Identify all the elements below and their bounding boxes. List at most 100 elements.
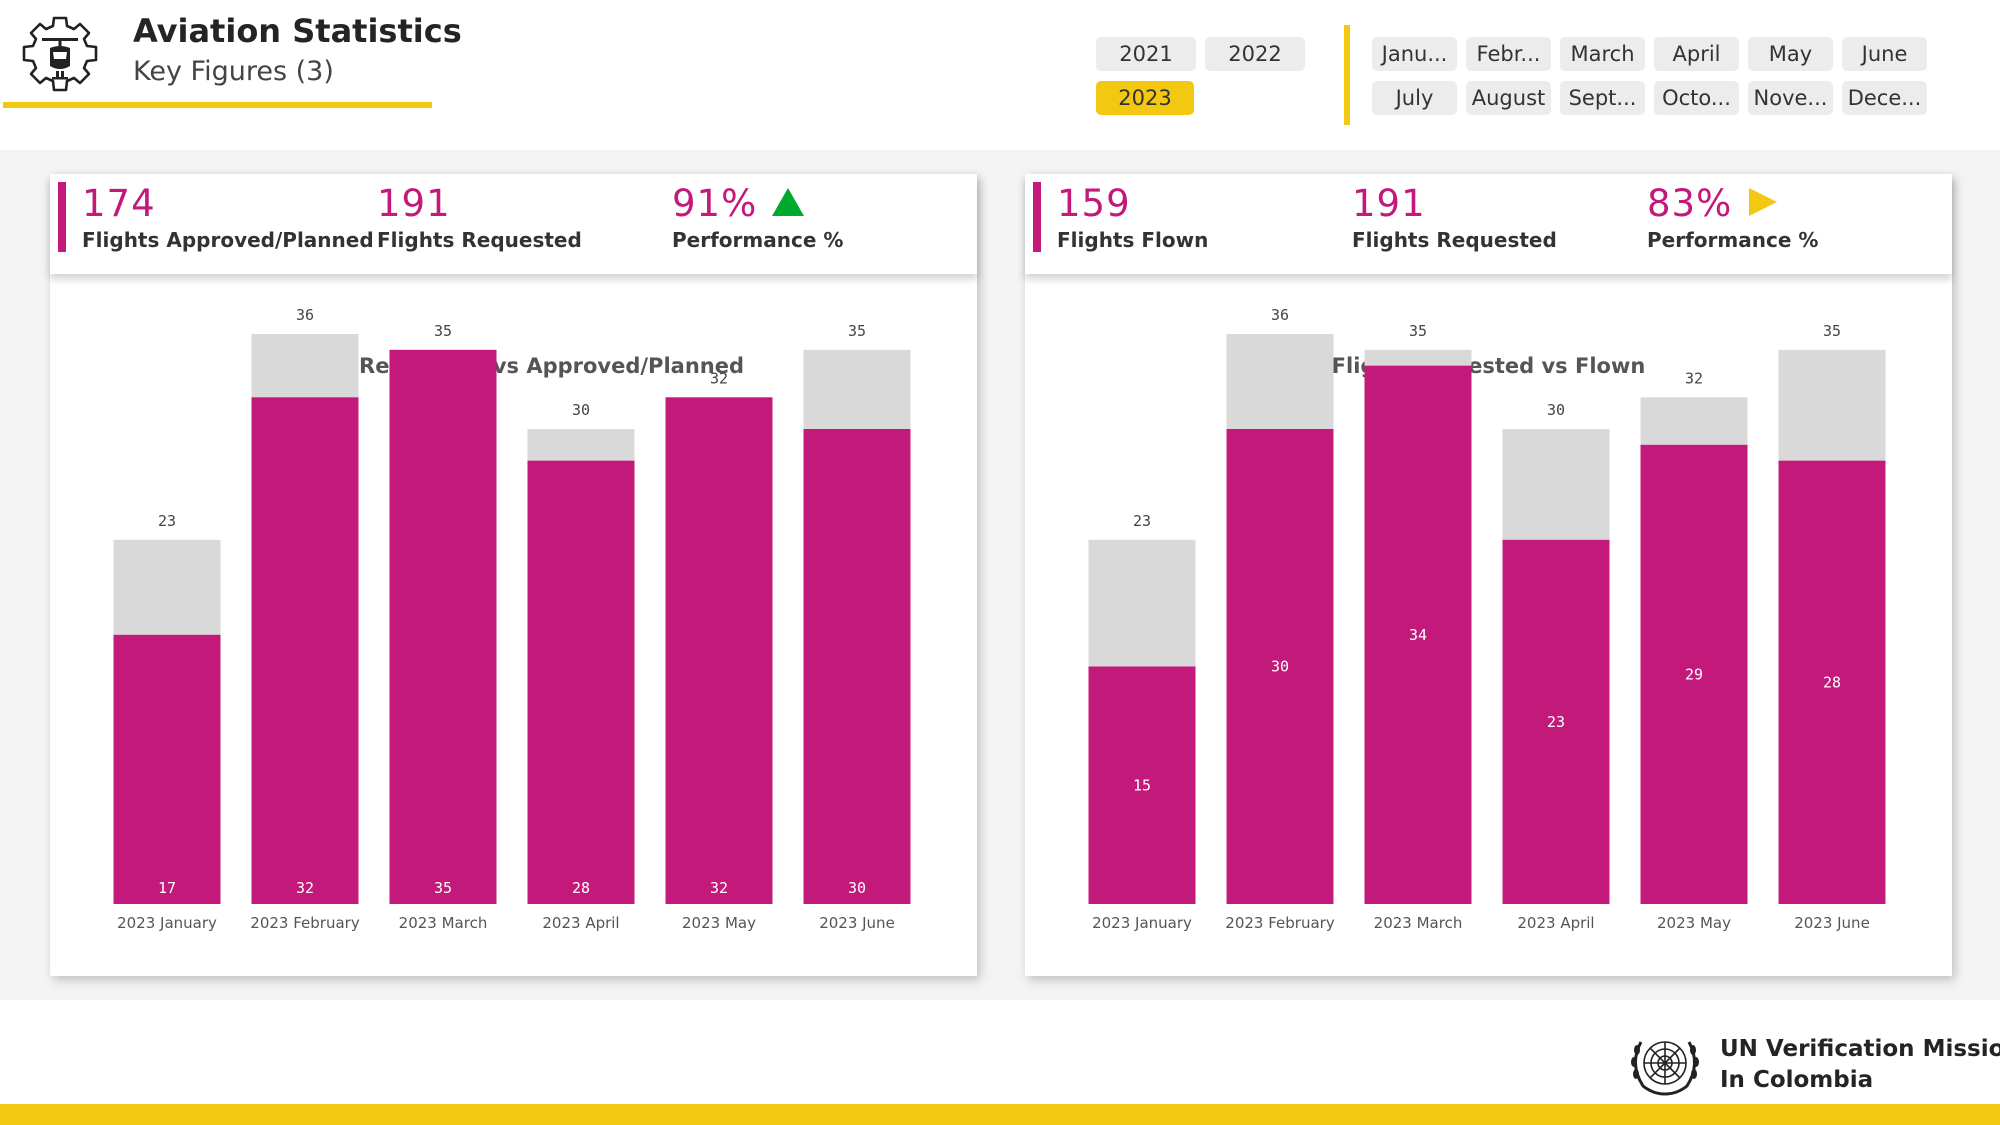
data-label-flown: 30: [1271, 658, 1289, 676]
x-tick-label: 2023 April: [542, 914, 619, 932]
kpi-label: Performance %: [672, 228, 844, 252]
year-option-2022[interactable]: 2022: [1205, 37, 1305, 71]
year-option-2023[interactable]: 2023: [1096, 81, 1194, 115]
data-label-approved: 17: [158, 879, 176, 897]
month-option-april[interactable]: April: [1654, 37, 1739, 71]
title-underline: [3, 102, 432, 108]
year-option-2021[interactable]: 2021: [1096, 37, 1196, 71]
month-option-november[interactable]: Nove...: [1748, 81, 1833, 115]
x-tick-label: 2023 February: [250, 914, 360, 932]
kpi-accent: [58, 182, 66, 252]
x-tick-label: 2023 June: [1794, 914, 1870, 932]
month-option-january[interactable]: Janu...: [1372, 37, 1457, 71]
bar-flown: [1502, 539, 1610, 904]
footer-bar: [0, 1104, 2000, 1125]
slicer-divider: [1344, 25, 1350, 125]
x-tick-label: 2023 April: [1517, 914, 1594, 932]
x-tick-label: 2023 May: [1657, 914, 1731, 932]
panel-approved: 174 Flights Approved/Planned 191 Flights…: [50, 174, 977, 976]
data-label-requested: 35: [848, 322, 866, 340]
x-tick-label: 2023 June: [819, 914, 895, 932]
kpi-band: 174 Flights Approved/Planned 191 Flights…: [50, 174, 977, 274]
data-label-flown: 23: [1547, 713, 1565, 731]
data-label-approved: 35: [434, 879, 452, 897]
panel-flown: 159 Flights Flown 191 Flights Requested …: [1025, 174, 1952, 976]
org-name-line1: UN Verification Mission: [1720, 1036, 2000, 1062]
data-label-flown: 28: [1823, 673, 1841, 691]
data-label-flown: 34: [1409, 626, 1427, 644]
org-name-line2: In Colombia: [1720, 1067, 1874, 1093]
data-label-approved: 32: [296, 879, 314, 897]
month-option-may[interactable]: May: [1748, 37, 1833, 71]
right-triangle-icon: [1749, 188, 1777, 216]
bar-flown: [1364, 365, 1472, 905]
data-label-approved: 30: [848, 879, 866, 897]
data-label-requested: 36: [296, 306, 314, 324]
month-option-december[interactable]: Dece...: [1842, 81, 1927, 115]
month-option-june[interactable]: June: [1842, 37, 1927, 71]
x-tick-label: 2023 February: [1225, 914, 1335, 932]
data-label-flown: 29: [1685, 665, 1703, 683]
x-tick-label: 2023 May: [682, 914, 756, 932]
data-label-requested: 35: [434, 322, 452, 340]
x-tick-label: 2023 March: [399, 914, 488, 932]
data-label-requested: 35: [1409, 322, 1427, 340]
data-label-approved: 32: [710, 879, 728, 897]
bar-approved: [803, 429, 911, 904]
page-title: Aviation Statistics: [133, 12, 462, 50]
kpi-value: 174: [82, 182, 156, 225]
bar-flown: [1226, 429, 1334, 904]
kpi-approved: 174 Flights Approved/Planned: [82, 182, 374, 252]
data-label-requested: 30: [572, 401, 590, 419]
month-option-september[interactable]: Sept...: [1560, 81, 1645, 115]
bar-approved: [389, 349, 497, 904]
kpi-accent: [1033, 182, 1041, 252]
data-label-requested: 23: [1133, 512, 1151, 530]
kpi-performance: 83% Performance %: [1647, 182, 1818, 252]
bar-approved: [665, 397, 773, 904]
x-tick-label: 2023 March: [1374, 914, 1463, 932]
data-label-requested: 32: [710, 369, 728, 387]
x-tick-label: 2023 January: [1092, 914, 1192, 932]
month-option-july[interactable]: July: [1372, 81, 1457, 115]
kpi-performance: 91% Performance %: [672, 182, 843, 252]
kpi-value: 159: [1057, 182, 1131, 225]
chart-requested-vs-approved: Flight Requested vs Approved/Planned 23 17…: [113, 306, 911, 932]
kpi-requested: 191 Flights Requested: [1352, 182, 1557, 252]
kpi-requested: 191 Flights Requested: [377, 182, 582, 252]
helicopter-gear-icon: [22, 16, 98, 92]
bar-approved: [113, 634, 221, 904]
month-option-february[interactable]: Febr...: [1466, 37, 1551, 71]
kpi-value: 191: [377, 182, 451, 225]
kpi-label: Flights Flown: [1057, 228, 1209, 252]
kpi-value: 91%: [672, 182, 758, 225]
kpi-label: Flights Requested: [377, 228, 582, 252]
month-option-march[interactable]: March: [1560, 37, 1645, 71]
bar-flown: [1640, 444, 1748, 904]
up-triangle-icon: [772, 188, 804, 216]
month-option-august[interactable]: August: [1466, 81, 1551, 115]
kpi-flown: 159 Flights Flown: [1057, 182, 1208, 252]
data-label-requested: 30: [1547, 401, 1565, 419]
kpi-label: Flights Approved/Planned: [82, 228, 374, 252]
kpi-value: 191: [1352, 182, 1426, 225]
kpi-label: Flights Requested: [1352, 228, 1557, 252]
month-option-october[interactable]: Octo...: [1654, 81, 1739, 115]
data-label-requested: 32: [1685, 369, 1703, 387]
data-label-requested: 35: [1823, 322, 1841, 340]
un-emblem-icon: [1631, 1041, 1699, 1096]
chart-title: Flight Requested vs Approved/Planned: [283, 354, 744, 378]
kpi-value: 83%: [1647, 182, 1733, 225]
bar-flown: [1778, 460, 1886, 904]
data-label-requested: 23: [158, 512, 176, 530]
bar-approved: [527, 460, 635, 904]
kpi-label: Performance %: [1647, 228, 1819, 252]
page-subtitle: Key Figures (3): [133, 56, 334, 87]
data-label-flown: 15: [1133, 776, 1151, 794]
data-label-approved: 28: [572, 879, 590, 897]
bar-flown: [1088, 666, 1196, 904]
data-label-requested: 36: [1271, 306, 1289, 324]
kpi-band: 159 Flights Flown 191 Flights Requested …: [1025, 174, 1952, 274]
bar-approved: [251, 397, 359, 904]
